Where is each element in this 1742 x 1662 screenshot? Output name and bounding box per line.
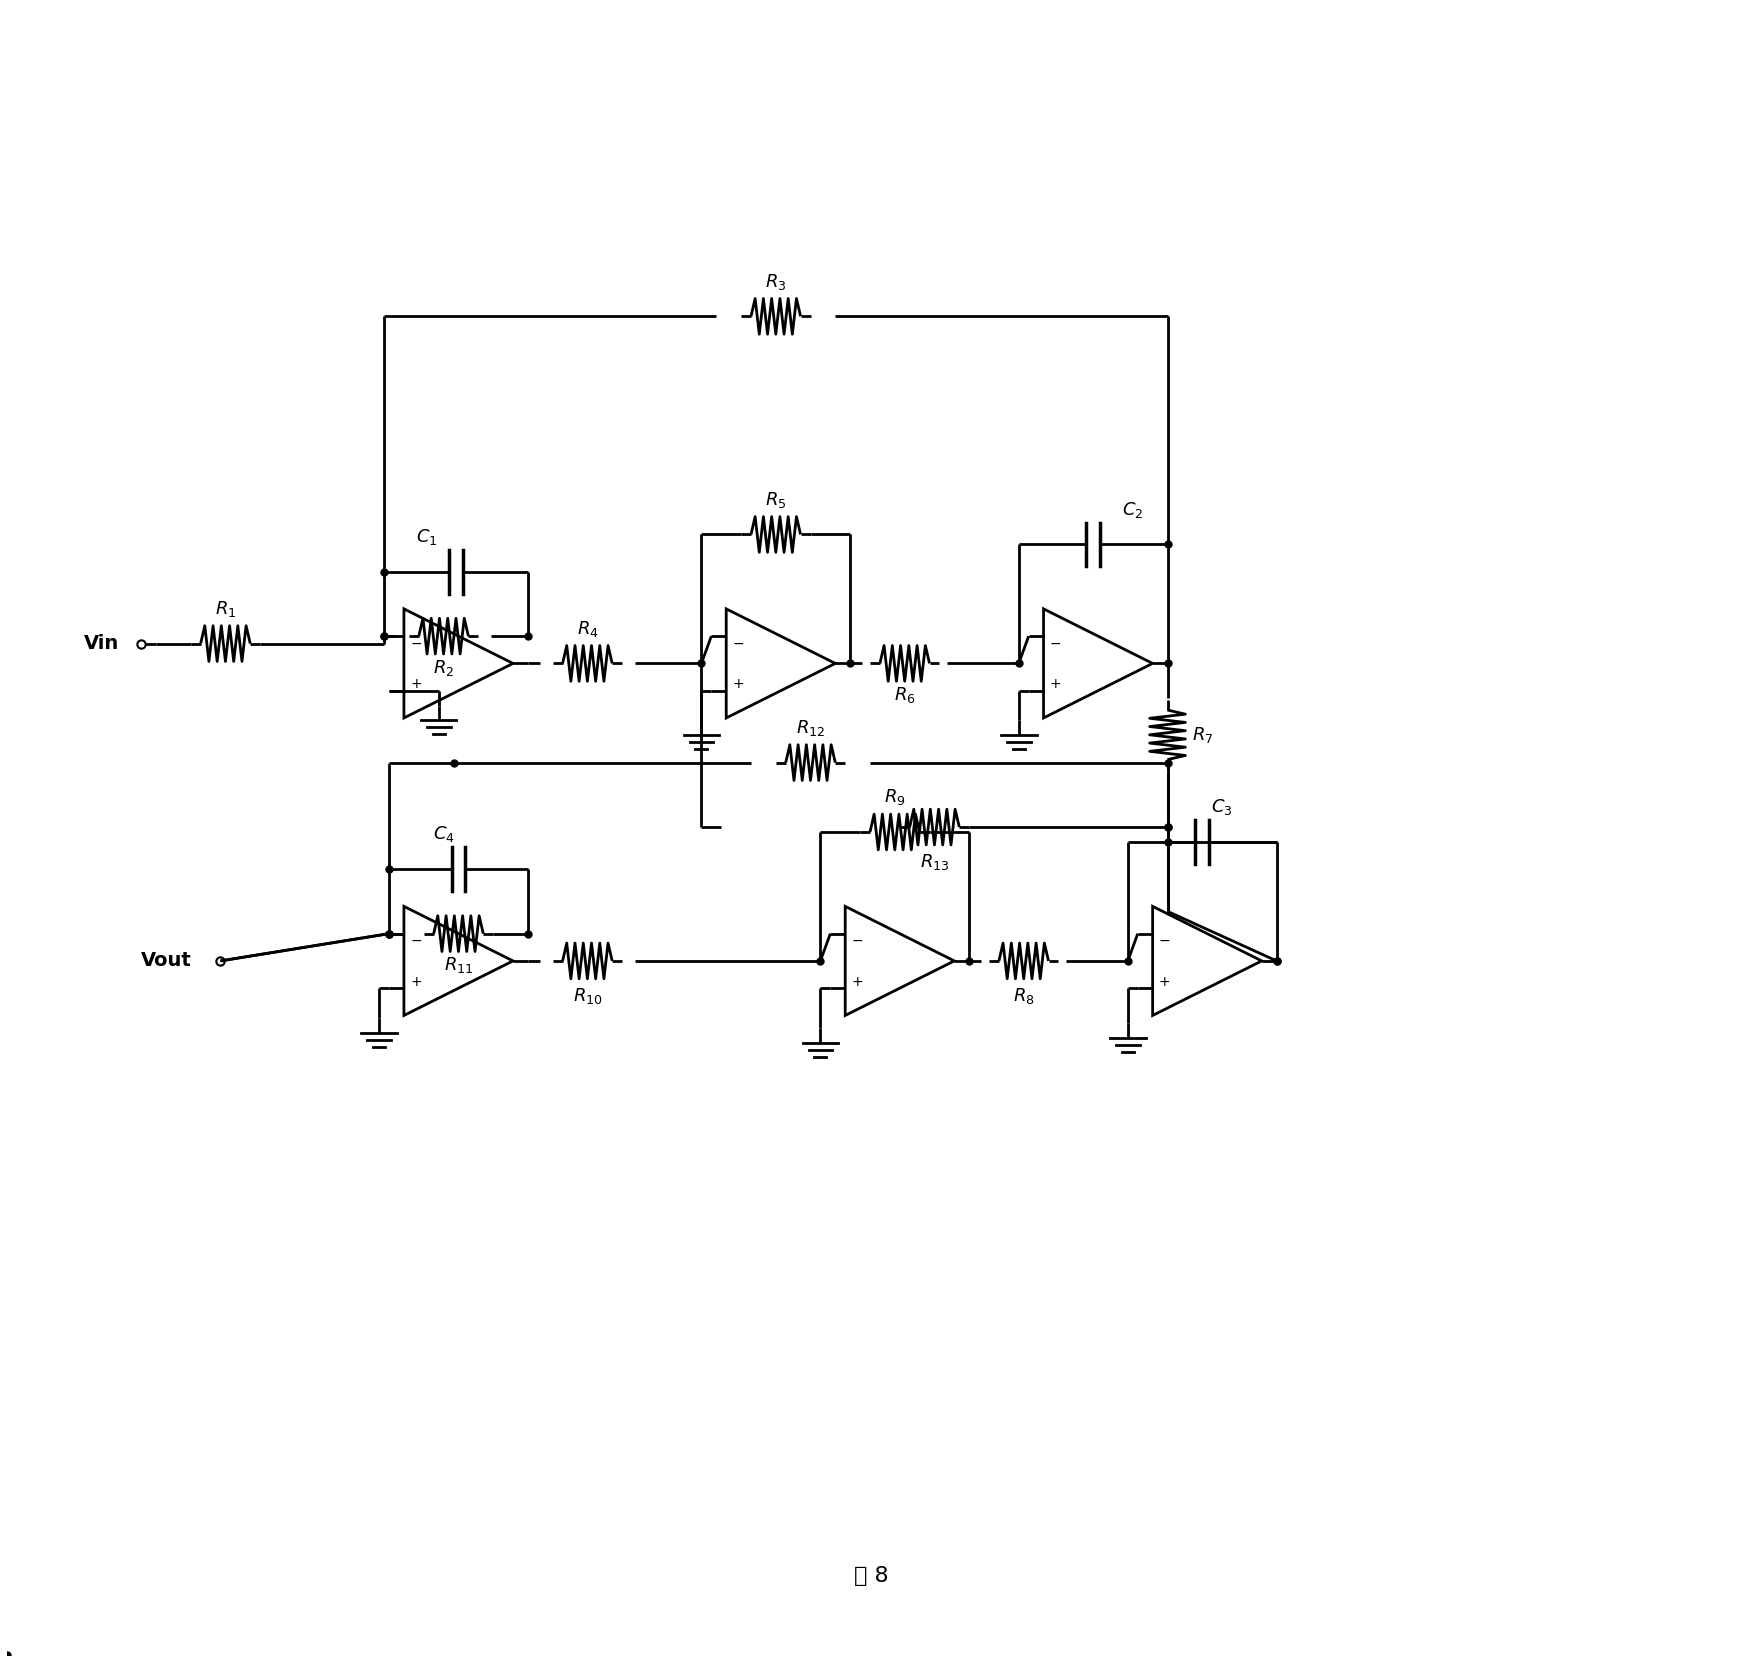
Point <box>1153 532 1181 558</box>
Point <box>1153 814 1181 841</box>
Text: 图 8: 图 8 <box>854 1566 888 1586</box>
Point <box>0 1642 21 1662</box>
Text: $R_1$: $R_1$ <box>214 598 237 618</box>
Point <box>514 921 542 947</box>
Text: $R_{11}$: $R_{11}$ <box>444 956 474 976</box>
Text: $R_{10}$: $R_{10}$ <box>573 986 603 1006</box>
Text: $R_8$: $R_8$ <box>1012 986 1035 1006</box>
Text: $R_{12}$: $R_{12}$ <box>796 718 826 738</box>
Point <box>1153 829 1181 856</box>
Point <box>375 856 402 883</box>
Text: $-$: $-$ <box>409 932 422 947</box>
Point <box>369 623 397 650</box>
Point <box>514 623 542 650</box>
Text: $R_9$: $R_9$ <box>883 788 906 808</box>
Text: $C_4$: $C_4$ <box>432 824 455 844</box>
Text: $-$: $-$ <box>852 932 864 947</box>
Text: $R_6$: $R_6$ <box>894 685 916 705</box>
Text: $R_{13}$: $R_{13}$ <box>920 851 949 873</box>
Text: $R_4$: $R_4$ <box>577 618 598 638</box>
Point <box>955 947 982 974</box>
Point <box>1005 650 1033 676</box>
Text: $C_3$: $C_3$ <box>1211 798 1233 818</box>
Text: Vout: Vout <box>141 951 192 971</box>
Text: $+$: $+$ <box>409 974 422 989</box>
Point <box>836 650 864 676</box>
Point <box>439 750 467 776</box>
Text: $-$: $-$ <box>1158 932 1171 947</box>
Text: $R_7$: $R_7$ <box>1192 725 1212 745</box>
Text: $+$: $+$ <box>732 676 744 691</box>
Point <box>1263 947 1291 974</box>
Point <box>807 947 834 974</box>
Point <box>375 921 402 947</box>
Point <box>369 558 397 585</box>
Point <box>369 623 397 650</box>
Point <box>375 921 402 947</box>
Text: $R_5$: $R_5$ <box>765 490 787 510</box>
Point <box>1153 750 1181 776</box>
Point <box>1263 947 1291 974</box>
Text: $-$: $-$ <box>409 635 422 650</box>
Text: $+$: $+$ <box>409 676 422 691</box>
Text: $R_2$: $R_2$ <box>434 658 455 678</box>
Text: $C_1$: $C_1$ <box>416 527 437 547</box>
Text: $+$: $+$ <box>1158 974 1171 989</box>
Point <box>1153 814 1181 841</box>
Text: $+$: $+$ <box>1049 676 1061 691</box>
Text: $-$: $-$ <box>1049 635 1061 650</box>
Text: $+$: $+$ <box>852 974 864 989</box>
Point <box>1113 947 1141 974</box>
Point <box>688 650 716 676</box>
Text: Vin: Vin <box>84 635 118 653</box>
Point <box>1153 650 1181 676</box>
Text: $-$: $-$ <box>732 635 744 650</box>
Text: $R_3$: $R_3$ <box>765 271 787 291</box>
Point <box>375 921 402 947</box>
Text: $C_2$: $C_2$ <box>1122 500 1143 520</box>
